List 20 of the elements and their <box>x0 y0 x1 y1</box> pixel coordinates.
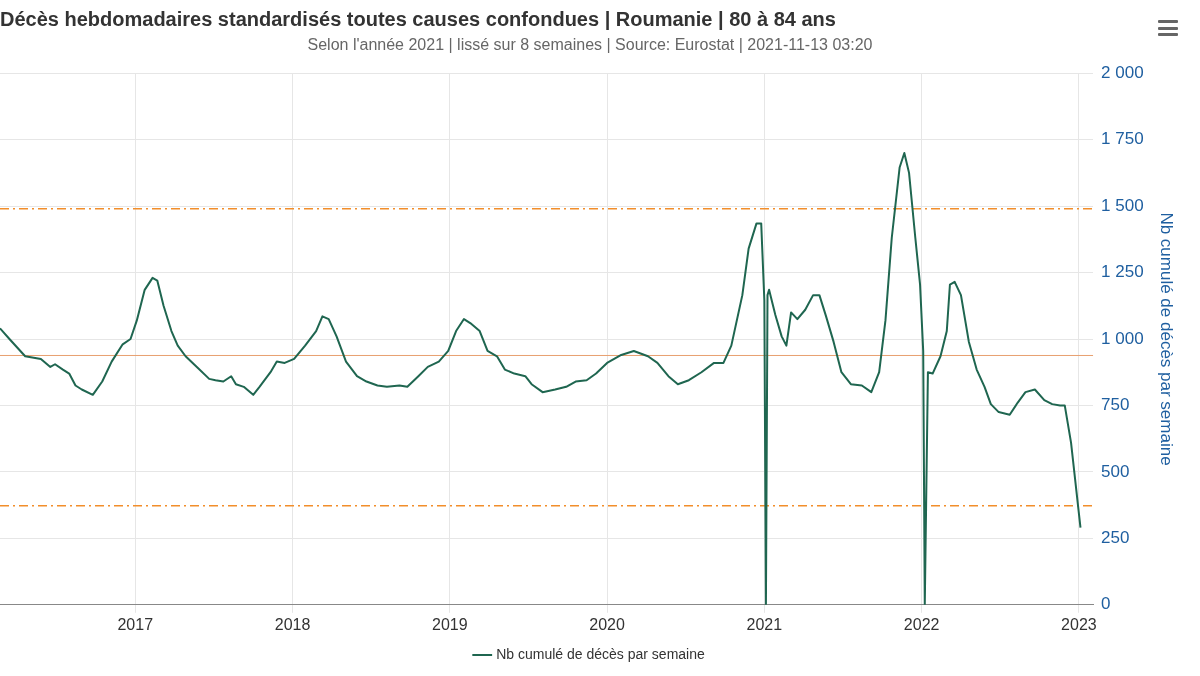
y-axis-title: Nb cumulé de décès par semaine <box>1157 212 1177 466</box>
y-tick-label: 2 000 <box>1101 62 1144 82</box>
y-tick-label: 1 250 <box>1101 262 1144 282</box>
y-tick-label: 1 750 <box>1101 129 1144 149</box>
y-tick-label: 1 500 <box>1101 195 1144 215</box>
x-tick-label: 2023 <box>1061 615 1097 633</box>
y-tick-label: 250 <box>1101 528 1130 548</box>
chart-title: Décès hebdomadaires standardisés toutes causes confondues | Roumanie | 80 à 84 ans <box>0 7 836 30</box>
x-tick-label: 2019 <box>432 615 468 633</box>
x-tick-label: 2017 <box>117 615 154 633</box>
x-tick-label: 2021 <box>746 615 783 633</box>
x-tick-label: 2020 <box>589 615 625 633</box>
y-tick-label: 750 <box>1101 395 1130 415</box>
x-tick-label: 2022 <box>903 615 940 633</box>
y-tick-label: 0 <box>1101 594 1111 614</box>
y-tick-label: 1 000 <box>1101 328 1144 348</box>
y-tick-label: 500 <box>1101 461 1130 481</box>
legend-label: Nb cumulé de décès par semaine <box>496 645 705 662</box>
x-tick-label: 2018 <box>274 615 311 633</box>
chart-subtitle: Selon l'année 2021 | lissé sur 8 semaines | Source: Eurostat | 2021-11-13 03:20 <box>307 36 873 54</box>
